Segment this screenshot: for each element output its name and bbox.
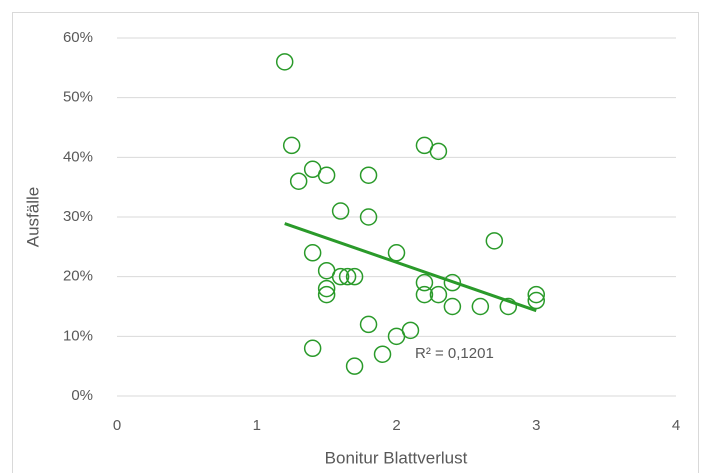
point (429, 142, 448, 161)
point (443, 297, 462, 316)
y-tick-label: 50% (63, 89, 93, 106)
point (317, 166, 336, 184)
x-tick-label: 1 (253, 417, 261, 434)
point (345, 357, 364, 375)
x-axis-label: Bonitur Blattverlust (325, 448, 468, 467)
point (359, 315, 378, 334)
point (415, 273, 434, 292)
point (527, 291, 545, 310)
chart-frame (12, 12, 699, 473)
point (282, 136, 301, 155)
point (289, 172, 308, 190)
point (338, 267, 357, 286)
y-tick-label: 10% (63, 327, 93, 344)
y-tick-label: 20% (63, 268, 93, 285)
trendline-label: R² = 0,1201 (415, 345, 494, 362)
point (471, 297, 490, 316)
y-axis-label: Ausfälle (23, 187, 42, 247)
point (303, 339, 322, 358)
point (415, 285, 434, 304)
x-tick-label: 3 (532, 417, 540, 434)
point (317, 279, 336, 298)
point (331, 202, 350, 220)
x-tick-label: 4 (672, 417, 680, 434)
point (373, 345, 392, 363)
trendline (284, 222, 537, 313)
x-tick-label: 0 (113, 417, 121, 434)
point (359, 208, 378, 226)
y-tick-label: 30% (63, 208, 93, 225)
point (429, 285, 448, 304)
point (317, 285, 336, 304)
point (345, 267, 364, 286)
point (485, 232, 504, 250)
point (275, 53, 294, 71)
point (331, 267, 350, 286)
point (527, 285, 545, 304)
y-tick-label: 0% (71, 387, 93, 404)
y-tick-label: 40% (63, 148, 93, 165)
point (443, 273, 462, 292)
y-tick-label: 60% (63, 29, 93, 46)
point (401, 321, 420, 340)
point (359, 166, 378, 184)
point (303, 244, 322, 262)
x-tick-label: 2 (392, 417, 400, 434)
point (499, 297, 518, 316)
